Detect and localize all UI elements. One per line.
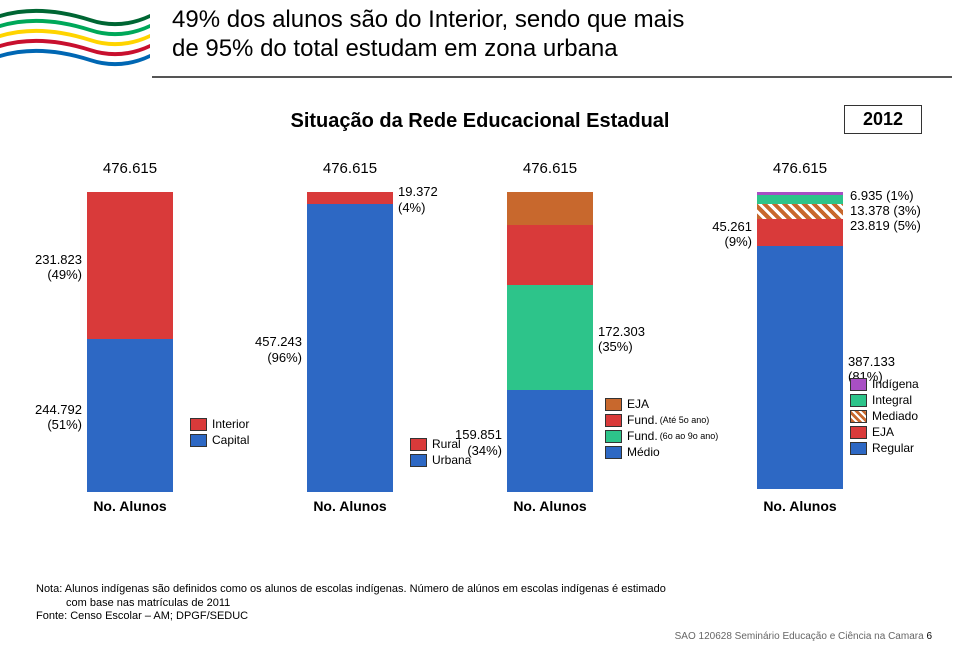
stacked-bar (87, 192, 173, 492)
column-total: 476.615 (60, 160, 200, 177)
bar-segment (507, 390, 593, 492)
footer-code: SAO 120628 Seminário Educação e Ciência … (675, 631, 932, 642)
legend-item: EJA (605, 397, 718, 411)
legend-text: Médio (627, 445, 660, 459)
chart-column-1: 476.61519.372(4%)457.243(96%)No. Alunos (280, 160, 420, 520)
charts-area: 476.615231.823(49%)244.792(51%)No. Aluno… (40, 160, 920, 520)
stacked-bar (507, 192, 593, 492)
axis-label: No. Alunos (60, 498, 200, 514)
legend-text: Fund. (627, 429, 658, 443)
segment-label: 457.243(96%) (255, 334, 302, 365)
bar-segment (307, 192, 393, 204)
bar-segment (507, 192, 593, 225)
bar-segment (757, 195, 843, 204)
bar-segment (757, 204, 843, 219)
legend-swatch (190, 418, 207, 431)
legend-item: EJA (850, 425, 919, 439)
segment-label: 13.378 (3%) (850, 203, 921, 219)
bar-segment (307, 204, 393, 492)
legend-text: Mediado (872, 409, 918, 423)
column-total: 476.615 (730, 160, 870, 177)
segment-label: 231.823(49%) (35, 252, 82, 283)
column-total: 476.615 (280, 160, 420, 177)
legend-item: Fund.(6o ao 9o ano) (605, 429, 718, 443)
segment-label: 244.792(51%) (35, 402, 82, 433)
page-title: 49% dos alunos são do Interior, sendo qu… (172, 6, 892, 64)
footer-page: 6 (926, 631, 932, 642)
footer-code-text: SAO 120628 Seminário Educação e Ciência … (675, 631, 924, 642)
footnote-line-1: Nota: Alunos indígenas são definidos com… (36, 583, 736, 597)
axis-label: No. Alunos (280, 498, 420, 514)
chart-column-3: 476.6156.935 (1%)13.378 (3%)23.819 (5%)4… (730, 160, 870, 520)
bar-segment (507, 285, 593, 390)
bar-segment (87, 192, 173, 339)
brand-logo (0, 0, 150, 72)
chart-column-2: 476.61545.261(11%)98.662(20%)172.303(35%… (480, 160, 620, 520)
chart-subtitle: Situação da Rede Educacional Estadual (0, 110, 960, 133)
title-line-1: 49% dos alunos são do Interior, sendo qu… (172, 6, 892, 35)
legend-swatch (850, 378, 867, 391)
stacked-bar (757, 192, 843, 492)
legend-text: Fund. (627, 413, 658, 427)
legend-swatch (410, 438, 427, 451)
legend-swatch (190, 434, 207, 447)
legend-text: Interior (212, 417, 249, 431)
legend-swatch (850, 426, 867, 439)
bar-segment (757, 246, 843, 489)
year-badge: 2012 (844, 105, 922, 134)
legend-text: EJA (872, 425, 894, 439)
legend-item: Interior (190, 417, 249, 431)
legend-item: Médio (605, 445, 718, 459)
bar-segment (87, 339, 173, 492)
legend-swatch (605, 414, 622, 427)
legend: Indígena Integral Mediado EJA Regular (850, 375, 919, 457)
legend-swatch (850, 442, 867, 455)
legend-item: Regular (850, 441, 919, 455)
legend-swatch (410, 454, 427, 467)
legend-swatch (605, 398, 622, 411)
segment-label: 172.303(35%) (598, 324, 645, 355)
legend: Interior Capital (190, 415, 249, 449)
segment-label: 19.372(4%) (398, 184, 438, 215)
axis-label: No. Alunos (730, 498, 870, 514)
legend-text: Capital (212, 433, 249, 447)
bar-segment (757, 219, 843, 246)
segment-label: 45.261(9%) (712, 219, 752, 250)
legend: EJAFund.(Até 5o ano)Fund.(6o ao 9o ano)M… (605, 395, 718, 461)
column-total: 476.615 (480, 160, 620, 177)
bar-segment (507, 225, 593, 285)
footnote-line-2: com base nas matrículas de 2011 (66, 597, 736, 611)
title-line-2: de 95% do total estudam em zona urbana (172, 35, 892, 64)
legend-item: Indígena (850, 377, 919, 391)
segment-label: 23.819 (5%) (850, 218, 921, 234)
legend-subtext: (Até 5o ano) (660, 415, 710, 425)
legend-text: Regular (872, 441, 914, 455)
chart-column-0: 476.615231.823(49%)244.792(51%)No. Aluno… (60, 160, 200, 520)
legend-swatch (850, 410, 867, 423)
stacked-bar (307, 192, 393, 492)
footnote: Nota: Alunos indígenas são definidos com… (36, 583, 736, 624)
legend-swatch (605, 446, 622, 459)
legend-swatch (850, 394, 867, 407)
legend-subtext: (6o ao 9o ano) (660, 431, 719, 441)
legend-item: Fund.(Até 5o ano) (605, 413, 718, 427)
segment-label: 159.851(34%) (455, 427, 502, 458)
legend-item: Mediado (850, 409, 919, 423)
legend-item: Integral (850, 393, 919, 407)
legend-text: EJA (627, 397, 649, 411)
title-underline (152, 72, 952, 78)
segment-label: 6.935 (1%) (850, 188, 914, 204)
axis-label: No. Alunos (480, 498, 620, 514)
footnote-line-3: Fonte: Censo Escolar – AM; DPGF/SEDUC (36, 610, 736, 624)
legend-item: Capital (190, 433, 249, 447)
legend-text: Integral (872, 393, 912, 407)
legend-text: Indígena (872, 377, 919, 391)
legend-swatch (605, 430, 622, 443)
